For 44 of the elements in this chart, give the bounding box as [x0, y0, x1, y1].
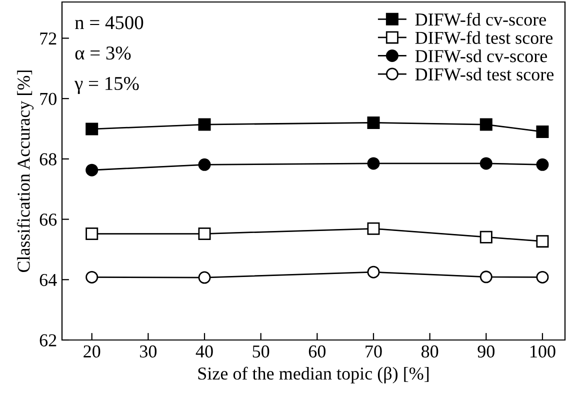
point — [198, 158, 211, 171]
point — [536, 235, 549, 248]
y-tick-label: 72 — [40, 32, 56, 44]
point — [536, 126, 549, 138]
x-tick-label: 30 — [140, 345, 157, 358]
x-axis-title: Size of the median topic (β) [%] — [198, 366, 429, 384]
point — [198, 271, 211, 284]
x-tick-label: 90 — [478, 345, 494, 358]
point — [367, 157, 380, 170]
x-tick-label: 50 — [252, 345, 270, 358]
point — [198, 228, 211, 240]
point — [480, 118, 492, 131]
legend-label: DIFW-sd test score — [415, 68, 554, 81]
x-tick-label: 70 — [366, 345, 382, 358]
y-tick-label: 68 — [40, 153, 56, 166]
point — [480, 270, 492, 284]
x-tick-label: 100 — [530, 345, 556, 358]
y-tick-label: 66 — [40, 214, 57, 226]
y-tick-label: 64 — [40, 274, 57, 286]
point — [86, 164, 98, 176]
point — [198, 118, 211, 131]
legend-label: DIFW-fd test score — [415, 31, 553, 44]
x-tick-label: 20 — [84, 345, 100, 358]
point — [367, 266, 380, 278]
annotation: γ = 15% — [74, 76, 139, 94]
point — [86, 122, 98, 136]
legend-label: DIFW-sd cv-score — [415, 50, 548, 62]
x-tick-label: 60 — [308, 345, 326, 358]
y-tick-label: 62 — [40, 334, 56, 346]
point — [480, 157, 492, 170]
point — [86, 228, 98, 240]
point — [536, 270, 549, 284]
x-tick-label: 80 — [421, 345, 438, 358]
annotation: n = 4500 — [75, 16, 144, 30]
annotation: α = 3% — [75, 46, 131, 60]
x-tick-label: 40 — [196, 345, 213, 358]
y-tick-label: 70 — [40, 92, 56, 106]
y-axis-title: Classification Accuracy [%] — [16, 70, 34, 272]
legend-label: DIFW-fd cv-score — [415, 12, 546, 26]
point — [536, 158, 549, 171]
point — [480, 230, 492, 244]
point — [86, 270, 98, 284]
point — [367, 222, 380, 235]
point — [367, 116, 380, 129]
